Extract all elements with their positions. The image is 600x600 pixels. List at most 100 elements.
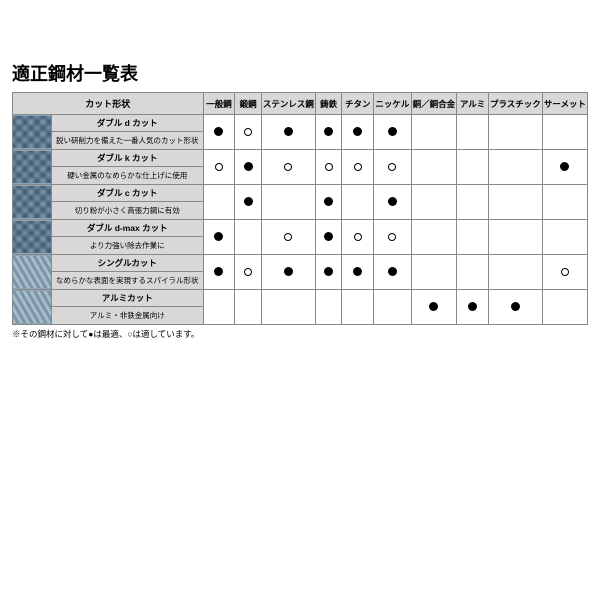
compatibility-mark [203,150,235,185]
compatibility-mark [374,290,411,325]
compatibility-mark [374,185,411,220]
solid-dot-icon [214,232,223,241]
compatibility-mark [261,290,315,325]
column-header: チタン [342,93,374,115]
compatibility-mark [261,220,315,255]
cut-description: より力強い除去作業に [52,237,204,255]
compatibility-mark [457,290,489,325]
cut-description: 硬い金属のなめらかな仕上げに使用 [52,167,204,185]
compatibility-mark [411,185,457,220]
solid-dot-icon [324,197,333,206]
compatibility-mark [488,150,542,185]
solid-dot-icon [388,127,397,136]
solid-dot-icon [511,302,520,311]
compatibility-mark [342,290,374,325]
compatibility-mark [488,255,542,290]
compatibility-table: カット形状 一般鋼鍛鋼ステンレス鋼鋳鉄チタンニッケル銅／銅合金アルミプラスチック… [12,92,588,325]
cut-pattern-image [13,115,52,150]
solid-dot-icon [324,232,333,241]
compatibility-mark [457,255,489,290]
open-dot-icon [244,268,252,276]
compatibility-mark [203,185,235,220]
compatibility-mark [488,115,542,150]
compatibility-mark [542,255,587,290]
compatibility-mark [315,220,341,255]
cut-name: ダブル c カット [52,185,204,202]
open-dot-icon [354,233,362,241]
compatibility-mark [411,115,457,150]
cut-pattern-image [13,220,52,255]
column-header: 鍛鋼 [235,93,261,115]
compatibility-mark [342,115,374,150]
cut-texture [13,151,51,183]
open-dot-icon [561,268,569,276]
compatibility-mark [342,220,374,255]
compatibility-mark [235,255,261,290]
solid-dot-icon [324,127,333,136]
compatibility-mark [411,150,457,185]
solid-dot-icon [353,267,362,276]
compatibility-mark [488,220,542,255]
compatibility-mark [542,220,587,255]
cut-description: 鋭い研削力を備えた一番人気のカット形状 [52,132,204,150]
cut-texture [13,256,51,288]
compatibility-mark [261,255,315,290]
page-title: 適正鋼材一覧表 [12,60,588,86]
compatibility-mark [235,185,261,220]
compatibility-mark [261,115,315,150]
cut-pattern-image [13,290,52,325]
compatibility-mark [315,290,341,325]
compatibility-mark [315,185,341,220]
cut-description: なめらかな表面を実現するスパイラル形状 [52,272,204,290]
cut-description: 切り粉が小さく高張力鋼に有効 [52,202,204,220]
solid-dot-icon [429,302,438,311]
compatibility-mark [457,220,489,255]
compatibility-mark [235,115,261,150]
cut-name: ダブル d カット [52,115,204,132]
column-header: プラスチック [488,93,542,115]
solid-dot-icon [324,267,333,276]
compatibility-mark [488,290,542,325]
open-dot-icon [325,163,333,171]
open-dot-icon [244,128,252,136]
solid-dot-icon [244,162,253,171]
compatibility-mark [342,185,374,220]
compatibility-mark [203,290,235,325]
cut-name: ダブル k カット [52,150,204,167]
compatibility-mark [542,150,587,185]
compatibility-mark [542,290,587,325]
compatibility-mark [542,115,587,150]
solid-dot-icon [214,267,223,276]
cut-texture [13,186,51,218]
compatibility-mark [374,220,411,255]
compatibility-mark [342,150,374,185]
compatibility-mark [457,150,489,185]
cut-pattern-image [13,185,52,220]
cut-texture [13,291,51,323]
compatibility-mark [411,255,457,290]
compatibility-mark [315,255,341,290]
compatibility-mark [542,185,587,220]
compatibility-mark [261,150,315,185]
cut-name: アルミカット [52,290,204,307]
compatibility-mark [342,255,374,290]
solid-dot-icon [388,267,397,276]
column-header: 鋳鉄 [315,93,341,115]
column-header: ステンレス鋼 [261,93,315,115]
cut-pattern-image [13,255,52,290]
cut-name: シングルカット [52,255,204,272]
compatibility-mark [203,255,235,290]
compatibility-mark [261,185,315,220]
footnote: ※その鋼材に対して●は最適、○は適しています。 [12,328,588,340]
solid-dot-icon [468,302,477,311]
column-header: ニッケル [374,93,411,115]
compatibility-mark [488,185,542,220]
open-dot-icon [215,163,223,171]
compatibility-mark [411,290,457,325]
compatibility-mark [315,115,341,150]
open-dot-icon [388,233,396,241]
cut-description: アルミ・非鉄金属向け [52,307,204,325]
cut-texture [13,116,51,148]
cut-pattern-image [13,150,52,185]
compatibility-mark [457,185,489,220]
